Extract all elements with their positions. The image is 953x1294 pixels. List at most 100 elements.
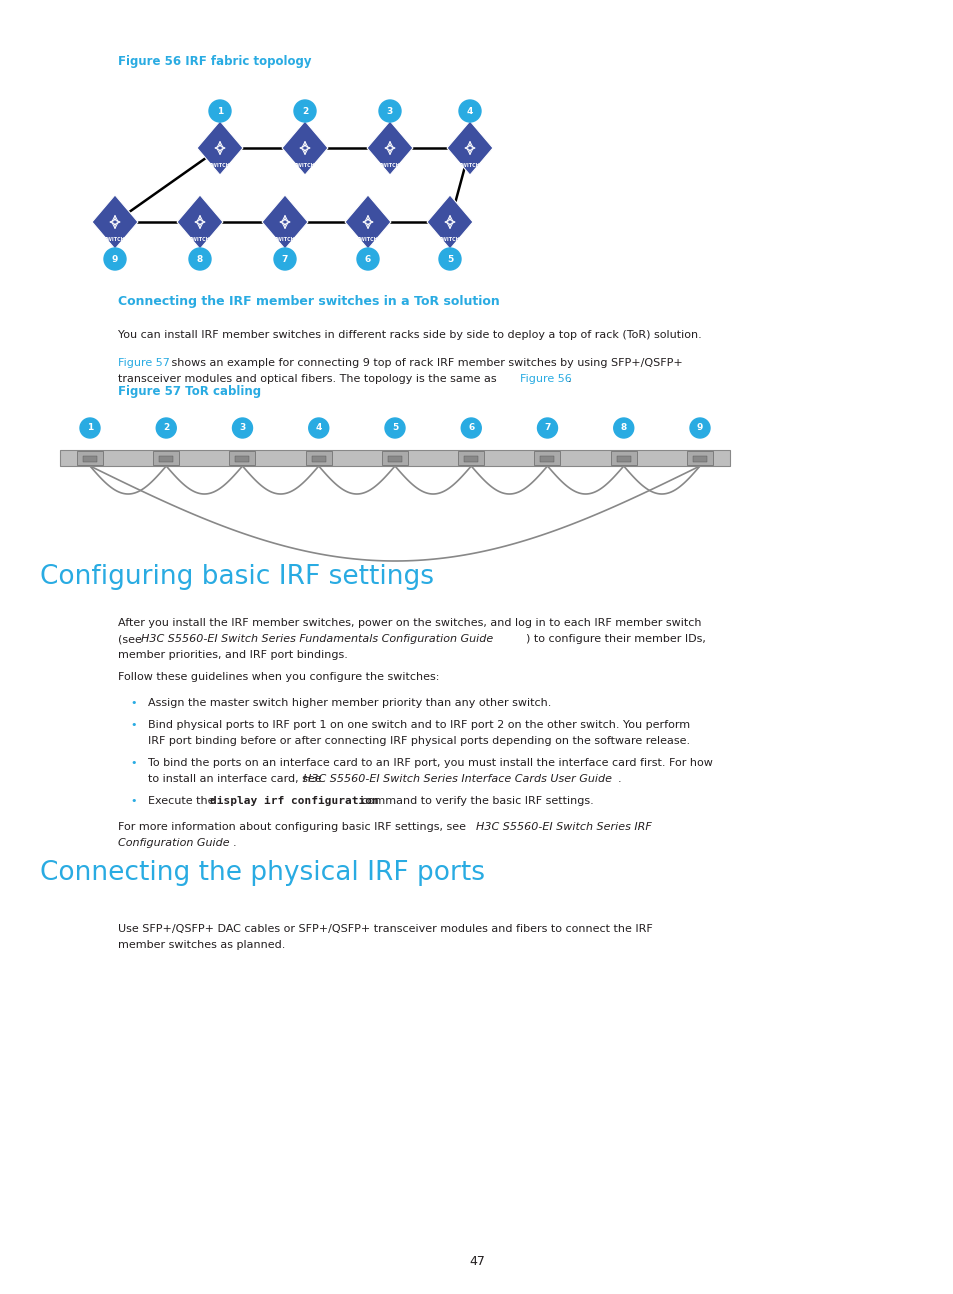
Polygon shape — [427, 195, 473, 248]
Circle shape — [104, 248, 126, 270]
Text: 5: 5 — [392, 423, 397, 432]
Circle shape — [378, 100, 400, 122]
Text: Execute the: Execute the — [148, 796, 218, 806]
Text: 8: 8 — [620, 423, 626, 432]
Text: 1: 1 — [87, 423, 93, 432]
Text: 4: 4 — [315, 423, 321, 432]
Text: transceiver modules and optical fibers. The topology is the same as: transceiver modules and optical fibers. … — [118, 374, 499, 384]
FancyBboxPatch shape — [381, 452, 408, 465]
Circle shape — [356, 248, 378, 270]
FancyBboxPatch shape — [77, 452, 103, 465]
Text: .: . — [567, 374, 571, 384]
Text: To bind the ports on an interface card to an IRF port, you must install the inte: To bind the ports on an interface card t… — [148, 758, 712, 769]
FancyBboxPatch shape — [230, 452, 255, 465]
FancyBboxPatch shape — [60, 450, 729, 466]
Text: Configuring basic IRF settings: Configuring basic IRF settings — [40, 564, 434, 590]
Text: .: . — [233, 839, 236, 848]
Text: .: . — [618, 774, 621, 784]
Text: 7: 7 — [544, 423, 550, 432]
Text: command to verify the basic IRF settings.: command to verify the basic IRF settings… — [357, 796, 593, 806]
Polygon shape — [177, 195, 223, 248]
Text: 2: 2 — [301, 106, 308, 115]
Text: member switches as planned.: member switches as planned. — [118, 939, 285, 950]
FancyBboxPatch shape — [686, 452, 712, 465]
Text: display irf configuration: display irf configuration — [210, 796, 378, 806]
Text: 47: 47 — [469, 1255, 484, 1268]
Text: Figure 56 IRF fabric topology: Figure 56 IRF fabric topology — [118, 56, 312, 69]
Circle shape — [537, 418, 557, 437]
FancyBboxPatch shape — [312, 455, 325, 462]
FancyBboxPatch shape — [388, 455, 401, 462]
FancyBboxPatch shape — [305, 452, 332, 465]
Text: Figure 57 ToR cabling: Figure 57 ToR cabling — [118, 386, 261, 399]
Text: (see: (see — [118, 634, 145, 644]
Text: 1: 1 — [216, 106, 223, 115]
Text: •: • — [130, 796, 136, 806]
Circle shape — [309, 418, 329, 437]
Circle shape — [274, 248, 295, 270]
Text: SWITCH: SWITCH — [104, 237, 126, 242]
Circle shape — [156, 418, 176, 437]
Text: 7: 7 — [281, 255, 288, 264]
Text: SWITCH: SWITCH — [438, 237, 460, 242]
Text: 9: 9 — [696, 423, 702, 432]
FancyBboxPatch shape — [457, 452, 484, 465]
Text: SWITCH: SWITCH — [209, 163, 231, 168]
Text: member priorities, and IRF port bindings.: member priorities, and IRF port bindings… — [118, 650, 348, 660]
Text: SWITCH: SWITCH — [189, 237, 211, 242]
Text: H3C S5560-EI Switch Series Fundamentals Configuration Guide: H3C S5560-EI Switch Series Fundamentals … — [141, 634, 493, 644]
FancyBboxPatch shape — [540, 455, 554, 462]
Circle shape — [613, 418, 633, 437]
Text: For more information about configuring basic IRF settings, see: For more information about configuring b… — [118, 822, 469, 832]
Circle shape — [294, 100, 315, 122]
Circle shape — [438, 248, 460, 270]
FancyBboxPatch shape — [464, 455, 477, 462]
Text: 2: 2 — [163, 423, 170, 432]
Circle shape — [209, 100, 231, 122]
Polygon shape — [197, 122, 243, 175]
Text: SWITCH: SWITCH — [458, 163, 480, 168]
Text: 8: 8 — [196, 255, 203, 264]
Text: 6: 6 — [468, 423, 474, 432]
Text: Connecting the physical IRF ports: Connecting the physical IRF ports — [40, 861, 484, 886]
Circle shape — [458, 100, 480, 122]
Text: to install an interface card, see: to install an interface card, see — [148, 774, 325, 784]
Text: SWITCH: SWITCH — [294, 163, 315, 168]
Circle shape — [189, 248, 211, 270]
Text: H3C S5560-EI Switch Series IRF: H3C S5560-EI Switch Series IRF — [476, 822, 651, 832]
Polygon shape — [367, 122, 413, 175]
Text: 5: 5 — [446, 255, 453, 264]
Text: 6: 6 — [364, 255, 371, 264]
Text: Assign the master switch higher member priority than any other switch.: Assign the master switch higher member p… — [148, 697, 551, 708]
FancyBboxPatch shape — [692, 455, 706, 462]
Text: SWITCH: SWITCH — [378, 163, 400, 168]
FancyBboxPatch shape — [159, 455, 173, 462]
Circle shape — [80, 418, 100, 437]
FancyBboxPatch shape — [610, 452, 636, 465]
FancyBboxPatch shape — [616, 455, 630, 462]
Text: shows an example for connecting 9 top of rack IRF member switches by using SFP+/: shows an example for connecting 9 top of… — [168, 358, 682, 367]
Text: 3: 3 — [387, 106, 393, 115]
Text: 3: 3 — [239, 423, 245, 432]
Polygon shape — [345, 195, 391, 248]
Text: Bind physical ports to IRF port 1 on one switch and to IRF port 2 on the other s: Bind physical ports to IRF port 1 on one… — [148, 719, 689, 730]
Polygon shape — [447, 122, 493, 175]
Text: Figure 56: Figure 56 — [519, 374, 571, 384]
Text: Use SFP+/QSFP+ DAC cables or SFP+/QSFP+ transceiver modules and fibers to connec: Use SFP+/QSFP+ DAC cables or SFP+/QSFP+ … — [118, 924, 652, 934]
FancyBboxPatch shape — [153, 452, 179, 465]
Circle shape — [233, 418, 253, 437]
Text: Connecting the IRF member switches in a ToR solution: Connecting the IRF member switches in a … — [118, 295, 499, 308]
FancyBboxPatch shape — [235, 455, 250, 462]
Circle shape — [460, 418, 480, 437]
Text: SWITCH: SWITCH — [274, 237, 295, 242]
Text: Follow these guidelines when you configure the switches:: Follow these guidelines when you configu… — [118, 672, 439, 682]
Polygon shape — [282, 122, 328, 175]
FancyBboxPatch shape — [83, 455, 97, 462]
Text: 4: 4 — [466, 106, 473, 115]
Text: 9: 9 — [112, 255, 118, 264]
Text: After you install the IRF member switches, power on the switches, and log in to : After you install the IRF member switche… — [118, 619, 700, 628]
Text: You can install IRF member switches in different racks side by side to deploy a : You can install IRF member switches in d… — [118, 330, 701, 340]
Text: Figure 57: Figure 57 — [118, 358, 170, 367]
Text: SWITCH: SWITCH — [356, 237, 378, 242]
Circle shape — [689, 418, 709, 437]
